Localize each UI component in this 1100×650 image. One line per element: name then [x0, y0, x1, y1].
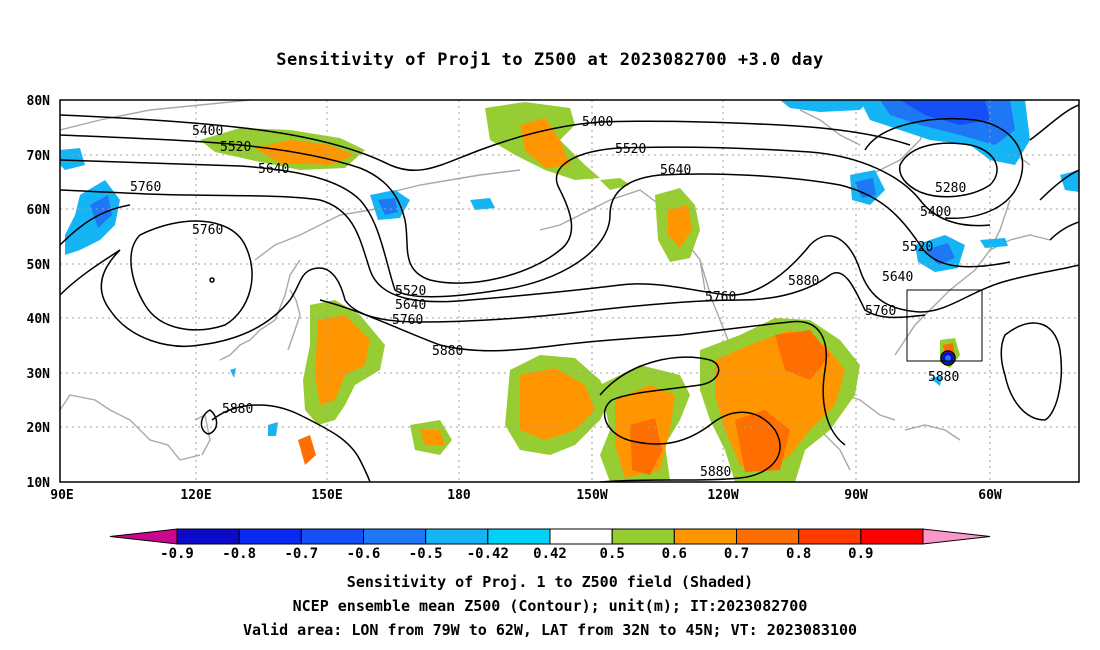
colorbar-segment: [549, 528, 613, 545]
lat-label: 50N: [27, 258, 51, 273]
colorbar-tick-label: 0.6: [662, 546, 687, 562]
colorbar-segment: [487, 528, 551, 545]
colorbar-labels: -0.9 -0.8 -0.7 -0.6 -0.5 -0.42 0.42 0.5 0.6 0.7 0.…: [160, 546, 873, 562]
lat-label: 70N: [27, 149, 51, 164]
contour-label: 5520: [220, 140, 251, 155]
colorbar-tick-label: -0.7: [284, 546, 318, 562]
colorbar-segment: [798, 528, 862, 545]
caption-line-3: Valid area: LON from 79W to 62W, LAT fro…: [242, 621, 858, 639]
colorbar-tick-label: 0.9: [848, 546, 873, 562]
colorbar-segment: [860, 528, 924, 545]
lat-label: 80N: [27, 94, 51, 109]
contour-label: 5400: [920, 205, 951, 220]
colorbar-tick-label: 0.42: [533, 546, 567, 562]
lon-label: 150E: [311, 488, 342, 503]
caption-line-2: NCEP ensemble mean Z500 (Contour); unit(…: [292, 597, 808, 615]
colorbar-segment: [300, 528, 365, 545]
lon-label: 90W: [844, 488, 868, 503]
contour-label: 5760: [192, 223, 223, 238]
contour-label: 5880: [928, 370, 959, 385]
lat-label: 20N: [27, 421, 51, 436]
contour-label: 5760: [130, 180, 161, 195]
contour-label: 5640: [395, 298, 426, 313]
lon-label: 120E: [180, 488, 211, 503]
plot-title: Sensitivity of Proj1 to Z500 at 20230827…: [276, 50, 824, 70]
colorbar-segment: [363, 528, 427, 545]
contour-label: 5640: [882, 270, 913, 285]
lat-label: 10N: [27, 476, 51, 491]
contour-label: 5280: [935, 181, 966, 196]
contour-label: 5400: [192, 124, 223, 139]
colorbar-tick-label: -0.42: [467, 546, 509, 562]
colorbar-segment: [611, 528, 675, 545]
contour-label: 5880: [432, 344, 463, 359]
contour-label: 5880: [700, 465, 731, 480]
z500-contours: [60, 104, 1079, 482]
colorbar-tick-label: -0.9: [160, 546, 194, 562]
map-frame: [59, 99, 1080, 483]
contour-labels: 5400 5520 5640 5760 5760 5880 5880 5520 …: [130, 115, 966, 480]
colorbar-segment: [109, 528, 178, 545]
lon-label: 60W: [978, 488, 1002, 503]
colorbar-tick-label: 0.5: [600, 546, 625, 562]
colorbar-segment: [176, 528, 240, 545]
caption-line-1: Sensitivity of Proj. 1 to Z500 field (Sh…: [346, 573, 754, 591]
sensitivity-shading: [60, 100, 1079, 482]
valid-area-box: [906, 289, 983, 362]
lon-label: 150W: [576, 488, 607, 503]
colorbar-tick-label: -0.5: [409, 546, 443, 562]
grid-lines: [60, 100, 1079, 482]
contour-label: 5520: [902, 240, 933, 255]
colorbar-tick-label: -0.6: [347, 546, 381, 562]
lat-axis: 80N 70N 60N 50N 40N 30N 20N 10N: [27, 94, 51, 491]
contour-label: 5760: [392, 313, 423, 328]
lat-label: 30N: [27, 367, 51, 382]
colorbar-tick-label: 0.8: [786, 546, 811, 562]
lon-label: 90E: [50, 488, 73, 503]
colorbar-segment: [736, 528, 800, 545]
contour-label: 5760: [705, 290, 736, 305]
lon-label: 120W: [707, 488, 738, 503]
colorbar-tick-label: 0.7: [724, 546, 749, 562]
colorbar-segment: [673, 528, 737, 545]
colorbar-segment: [922, 528, 991, 545]
contour-label: 5760: [865, 304, 896, 319]
contour-label: 5640: [258, 162, 289, 177]
contour-label: 5520: [615, 142, 646, 157]
contour-label: 5880: [222, 402, 253, 417]
lon-axis: 90E 120E 150E 180 150W 120W 90W 60W: [50, 488, 1002, 503]
colorbar-tick-label: -0.8: [222, 546, 256, 562]
contour-label: 5520: [395, 284, 426, 299]
colorbar: [109, 528, 991, 545]
contour-label: 5880: [788, 274, 819, 289]
lat-label: 40N: [27, 312, 51, 327]
contour-label: 5640: [660, 163, 691, 178]
contour-label: 5400: [582, 115, 613, 130]
lat-label: 60N: [27, 203, 51, 218]
colorbar-segment: [425, 528, 489, 545]
lon-label: 180: [447, 488, 471, 503]
colorbar-segment: [238, 528, 302, 545]
